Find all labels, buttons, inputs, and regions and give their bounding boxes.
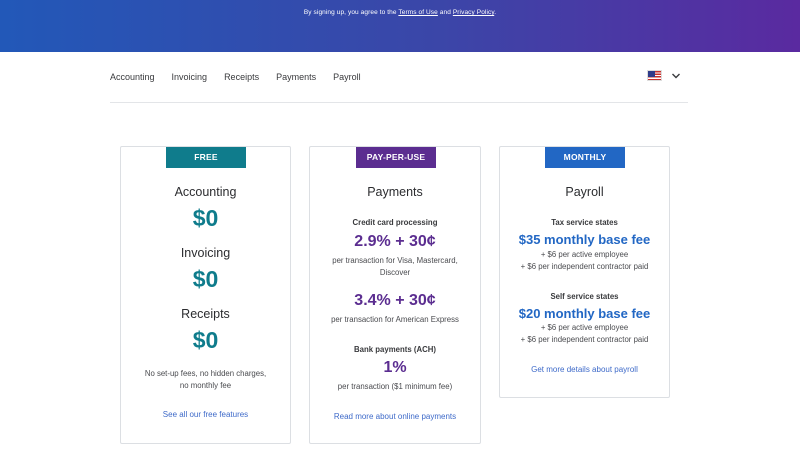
nav-item-payroll[interactable]: Payroll (333, 72, 361, 82)
cc-price: 2.9% + 30¢ (354, 233, 436, 250)
nav-item-payments[interactable]: Payments (276, 72, 317, 82)
free-note-line1: No set-up fees, no hidden charges, (144, 369, 267, 378)
plan-card-free: FREE Accounting $0 Invoicing $0 Receipts… (120, 146, 291, 444)
self-contractor-fee: + $6 per independent contractor paid (520, 335, 649, 344)
self-service-price: $20 monthly base fee (518, 306, 651, 321)
tax-employee-fee: + $6 per active employee (540, 250, 629, 259)
amex-desc: per transaction for American Express (331, 315, 459, 324)
self-service-label: Self service states (550, 292, 619, 301)
us-flag-icon[interactable] (647, 70, 662, 81)
nav-divider (110, 102, 688, 103)
plan-card-monthly: MONTHLY Payroll Tax service states $35 m… (499, 146, 670, 398)
agreement-suffix: . (494, 9, 497, 16)
top-banner: By signing up, you agree to the Terms of… (0, 0, 800, 52)
amex-price: 3.4% + 30¢ (354, 292, 436, 309)
cc-desc-line2: Discover (379, 268, 411, 277)
online-payments-link[interactable]: Read more about online payments (333, 412, 457, 421)
payroll-title: Payroll (565, 185, 604, 199)
nav-item-receipts[interactable]: Receipts (224, 72, 260, 82)
invoicing-title: Invoicing (180, 246, 231, 260)
tax-contractor-fee: + $6 per independent contractor paid (520, 262, 649, 271)
cc-desc-line1: per transaction for Visa, Mastercard, (332, 256, 458, 265)
free-features-link[interactable]: See all our free features (162, 410, 249, 419)
chevron-down-icon[interactable] (671, 71, 681, 81)
product-nav: Accounting Invoicing Receipts Payments P… (110, 72, 378, 86)
ach-label: Bank payments (ACH) (354, 345, 436, 354)
invoicing-price: $0 (192, 266, 219, 292)
plan-tag-monthly: MONTHLY (545, 147, 625, 168)
plan-tag-pay-per-use: PAY-PER-USE (356, 147, 436, 168)
receipts-title: Receipts (181, 307, 230, 321)
plan-tag-free: FREE (166, 147, 246, 168)
ach-desc: per transaction ($1 minimum fee) (337, 382, 453, 391)
agreement-prefix: By signing up, you agree to the (303, 9, 397, 16)
tax-service-price: $35 monthly base fee (518, 232, 651, 247)
signup-agreement-text: By signing up, you agree to the Terms of… (0, 9, 800, 16)
payments-title: Payments (367, 185, 423, 199)
privacy-policy-link[interactable]: Privacy Policy (452, 9, 495, 16)
receipts-price: $0 (192, 327, 219, 353)
plan-card-pay-per-use: PAY-PER-USE Payments Credit card process… (309, 146, 481, 444)
cc-processing-label: Credit card processing (352, 218, 438, 227)
payroll-details-link[interactable]: Get more details about payroll (531, 365, 638, 374)
agreement-conjunction: and (439, 9, 451, 16)
tax-service-label: Tax service states (551, 218, 618, 227)
accounting-price: $0 (192, 205, 219, 231)
self-employee-fee: + $6 per active employee (540, 323, 629, 332)
free-note-line2: no monthly fee (179, 381, 232, 390)
nav-item-invoicing[interactable]: Invoicing (171, 72, 208, 82)
ach-price: 1% (383, 359, 407, 376)
accounting-title: Accounting (174, 185, 237, 199)
nav-item-accounting[interactable]: Accounting (110, 72, 155, 82)
terms-of-use-link[interactable]: Terms of Use (398, 9, 438, 16)
